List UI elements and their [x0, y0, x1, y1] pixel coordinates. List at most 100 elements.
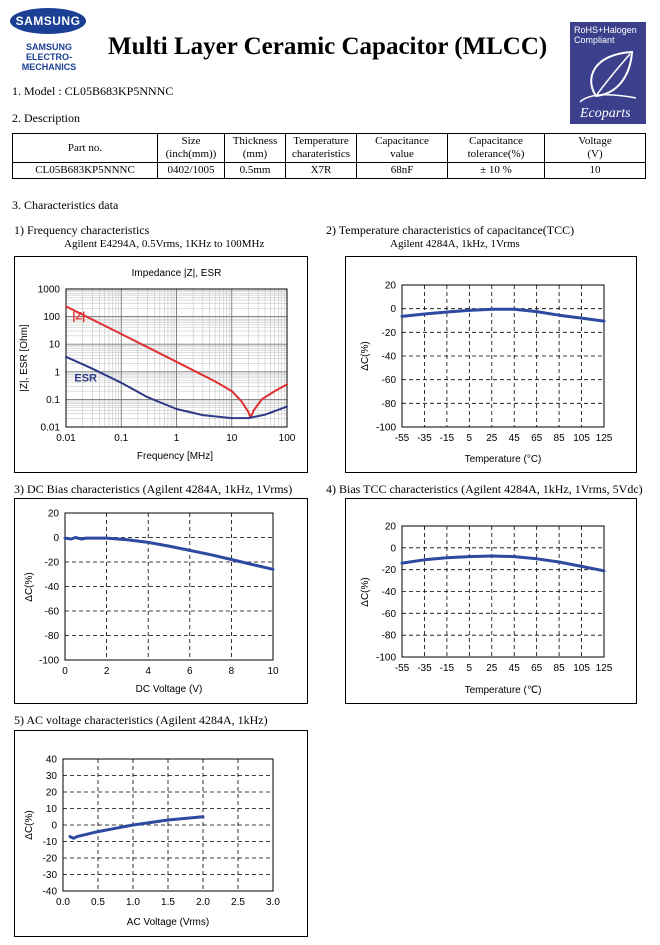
y-tick-label: -40 [382, 352, 397, 363]
x-tick-label: -55 [395, 433, 410, 444]
leaf-icon [579, 50, 637, 103]
y-axis-label: ΔC(%) [360, 341, 371, 370]
x-axis-label: Temperature (℃) [465, 685, 542, 696]
y-tick-label: 0.1 [46, 395, 60, 406]
dc-bias-chart: 0 2 4 6 8 10 -100 -80 -60 -40 -20 0 20 DC Voltage (V)… [14, 498, 308, 704]
y-tick-label: -20 [45, 558, 60, 569]
y-tick-label: -60 [382, 375, 397, 386]
x-tick-label: 105 [573, 663, 590, 674]
value-cell: 0.5mm [224, 162, 286, 179]
x-tick-label: 25 [486, 663, 498, 674]
description-label: 2. Description [12, 111, 80, 125]
y-tick-label: 100 [43, 312, 60, 323]
dc-bias-chart-svg: 0 2 4 6 8 10 -100 -80 -60 -40 -20 0 20 DC Voltage (V)… [24, 509, 279, 696]
y-tick-label: -100 [376, 423, 396, 434]
y-tick-label: 20 [385, 522, 397, 533]
chart-section-title: 4) Bias TCC characteristics (Agilent 428… [326, 482, 643, 496]
plot-frame [401, 525, 605, 658]
y-tick-label: -80 [382, 631, 397, 642]
x-tick-label: 25 [486, 433, 498, 444]
y-axis-label: ΔC(%) [24, 810, 35, 839]
series-line [65, 305, 288, 419]
x-tick-label: 0.5 [91, 897, 105, 908]
y-tick-label: -40 [45, 582, 60, 593]
y-tick-label: -10 [43, 837, 58, 848]
x-tick-label: 2 [104, 666, 110, 677]
value-cell: ± 10 % [447, 162, 545, 179]
x-tick-label: 3.0 [266, 897, 280, 908]
x-tick-label: 45 [509, 433, 521, 444]
series-label: ESR [74, 372, 97, 384]
x-axis-label: AC Voltage (Vrms) [127, 917, 209, 928]
y-tick-label: -100 [376, 653, 396, 664]
y-tick-label: -100 [39, 656, 59, 667]
x-tick-label: 100 [279, 433, 296, 444]
y-tick-label: 10 [49, 340, 61, 351]
x-tick-label: -35 [417, 663, 432, 674]
x-tick-label: 2.5 [231, 897, 245, 908]
x-tick-label: 85 [554, 433, 566, 444]
tcc-chart: -55 -35 -15 5 25 45 65 85 105 125 -100 -80 -60 -40 -20… [345, 256, 637, 473]
y-tick-label: 40 [46, 755, 58, 766]
logo-brand-text: SAMSUNG [15, 14, 81, 28]
y-axis-label: |Z|, ESR [Ohm] [19, 324, 30, 392]
y-tick-label: 20 [385, 281, 397, 292]
bias-tcc-chart-svg: -55 -35 -15 5 25 45 65 85 105 125 -100 -80 -60 -40 -20… [360, 522, 613, 697]
y-tick-label: 20 [48, 509, 60, 520]
x-tick-label: 8 [229, 666, 235, 677]
badge-line1: RoHS+Halogen [574, 25, 637, 35]
y-tick-label: 0 [53, 533, 59, 544]
header-cell: Size (inch(mm)) [157, 133, 225, 163]
header-cell: Part no. [12, 133, 158, 163]
x-tick-label: 45 [509, 663, 521, 674]
y-tick-label: 0 [51, 821, 57, 832]
x-tick-label: 1 [174, 433, 180, 444]
tcc-chart-svg: -55 -35 -15 5 25 45 65 85 105 125 -100 -80 -60 -40 -20… [360, 281, 613, 466]
x-axis-label: Frequency [MHz] [137, 451, 213, 462]
y-tick-label: -60 [45, 607, 60, 618]
bias-tcc-chart: -55 -35 -15 5 25 45 65 85 105 125 -100 -80 -60 -40 -20… [345, 498, 637, 704]
spec-table: Part no. Size (inch(mm)) Thickness (mm) Te… [12, 133, 646, 179]
x-tick-label: 6 [187, 666, 193, 677]
x-tick-label: 10 [226, 433, 238, 444]
characteristics-label: 3. Characteristics data [12, 198, 119, 212]
x-tick-label: 0.1 [114, 433, 128, 444]
badge-line2: Compliant [574, 35, 615, 45]
x-tick-label: 10 [267, 666, 279, 677]
x-tick-label: 125 [596, 663, 613, 674]
chart-section-title: 5) AC voltage characteristics (Agilent 4… [14, 713, 268, 727]
badge-brand: Ecoparts [580, 106, 631, 121]
x-tick-label: 2.0 [196, 897, 210, 908]
logo-sub-line1: SAMSUNG [25, 42, 72, 52]
series-line [63, 536, 275, 571]
x-tick-label: -55 [395, 663, 410, 674]
chart-subtitle: Agilent 4284A, 1kHz, 1Vrms [390, 238, 520, 250]
frequency-chart-svg: 0.01 0.1 1 10 100 0.01 0.1 1 10 100 1000 Frequency … [19, 268, 296, 462]
x-tick-label: 125 [596, 433, 613, 444]
model-label: 1. Model : CL05B683KP5NNNC [12, 84, 174, 98]
x-tick-label: 85 [554, 663, 566, 674]
y-tick-label: -40 [43, 887, 58, 898]
x-tick-label: 5 [467, 433, 473, 444]
y-tick-label: 0 [390, 304, 396, 315]
x-tick-label: 0 [62, 666, 68, 677]
plot-frame [65, 288, 288, 428]
frequency-chart: 0.01 0.1 1 10 100 0.01 0.1 1 10 100 1000 Frequency … [14, 256, 308, 473]
y-tick-label: 30 [46, 771, 58, 782]
series-label: |Z| [72, 310, 85, 322]
header-cell: Capacitance value [356, 133, 448, 163]
y-tick-label: 0 [390, 543, 396, 554]
plot-frame [64, 512, 274, 661]
y-tick-label: 1 [54, 367, 60, 378]
y-tick-label: -80 [382, 399, 397, 410]
x-tick-label: 5 [467, 663, 473, 674]
value-cell: 10 [544, 162, 646, 179]
value-cell: CL05B683KP5NNNC [12, 162, 158, 179]
y-tick-label: -20 [382, 328, 397, 339]
x-tick-label: 1.5 [161, 897, 175, 908]
x-tick-label: 105 [573, 433, 590, 444]
chart-section-title: 3) DC Bias characteristics (Agilent 4284… [14, 482, 293, 496]
y-axis-label: ΔC(%) [360, 577, 371, 606]
series-line [68, 815, 205, 840]
chart-section-title: 2) Temperature characteristics of capaci… [326, 223, 575, 237]
